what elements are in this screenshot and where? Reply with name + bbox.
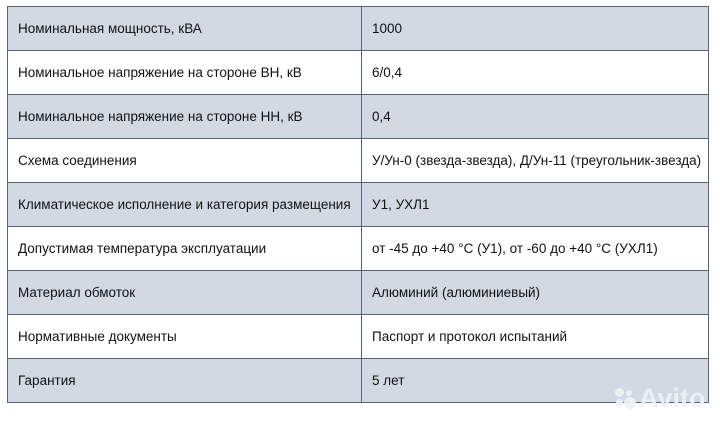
- value-cell: Паспорт и протокол испытаний: [361, 314, 709, 359]
- value-cell: от -45 до +40 °С (У1), от -60 до +40 °С …: [361, 226, 709, 271]
- specs-table: Номинальная мощность, кВА 1000 Номинальное…: [7, 6, 709, 403]
- param-cell: Нормативные документы: [7, 314, 362, 359]
- param-cell: Номинальная мощность, кВА: [7, 6, 362, 51]
- value-cell: 0,4: [361, 94, 709, 139]
- param-cell: Климатическое исполнение и категория раз…: [7, 182, 362, 227]
- value-cell: Алюминий (алюминиевый): [361, 270, 709, 315]
- param-cell: Номинальное напряжение на стороне НН, кВ: [7, 94, 362, 139]
- value-cell: У/Ун-0 (звезда-звезда), Д/Ун-11 (треугол…: [361, 138, 709, 183]
- table-row: Материал обмоток Алюминий (алюминиевый): [7, 270, 709, 315]
- table-row: Номинальное напряжение на стороне НН, кВ…: [7, 94, 709, 139]
- param-cell: Материал обмоток: [7, 270, 362, 315]
- param-cell: Номинальное напряжение на стороне ВН, кВ: [7, 50, 362, 95]
- value-cell: 6/0,4: [361, 50, 709, 95]
- table-row: Климатическое исполнение и категория раз…: [7, 182, 709, 227]
- table-row: Номинальная мощность, кВА 1000: [7, 6, 709, 51]
- value-cell: У1, УХЛ1: [361, 182, 709, 227]
- avito-watermark-text: Avito: [639, 383, 706, 413]
- value-cell: 5 лет: [361, 358, 709, 403]
- table-row: Номинальное напряжение на стороне ВН, кВ…: [7, 50, 709, 95]
- table-row: Нормативные документы Паспорт и протокол …: [7, 314, 709, 359]
- param-cell: Допустимая температура эксплуатации: [7, 226, 362, 271]
- table-row: Гарантия 5 лет: [7, 358, 709, 403]
- table-row: Допустимая температура эксплуатации от -4…: [7, 226, 709, 271]
- avito-logo-icon: [615, 387, 637, 410]
- param-cell: Гарантия: [7, 358, 362, 403]
- param-cell: Схема соединения: [7, 138, 362, 183]
- value-cell: 1000: [361, 6, 709, 51]
- avito-watermark: Avito: [615, 383, 706, 414]
- table-row: Схема соединения У/Ун-0 (звезда-звезда), …: [7, 138, 709, 183]
